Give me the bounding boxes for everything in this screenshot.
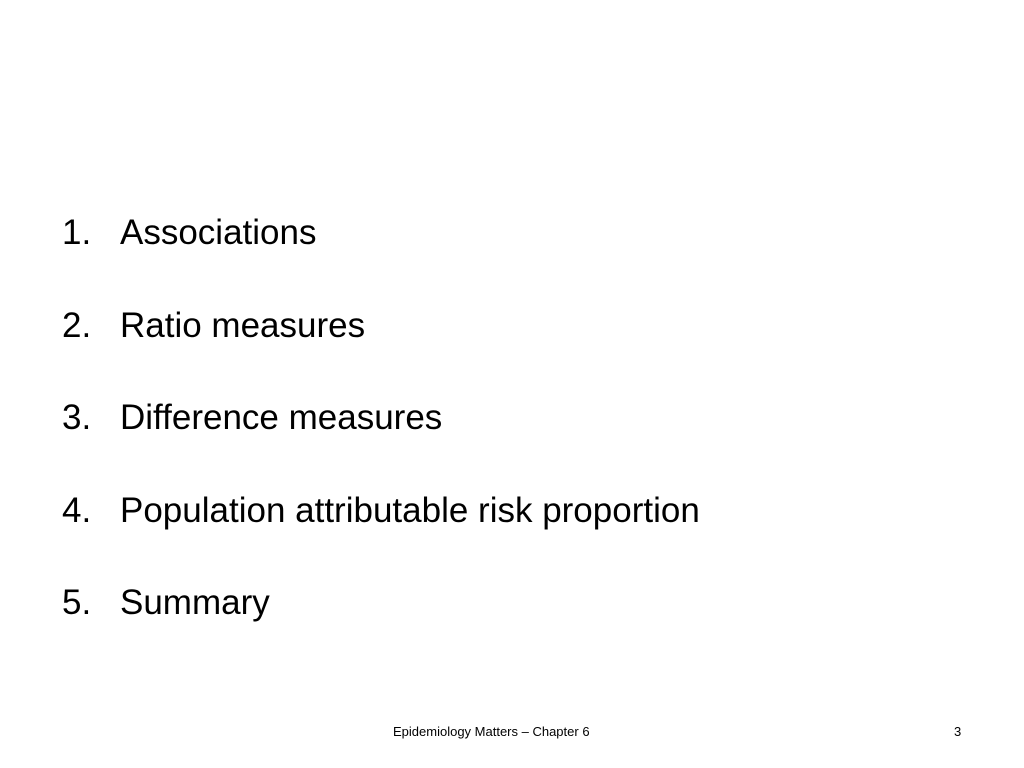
item-label: Ratio measures [120,305,366,345]
list-item: 1. Associations [62,207,700,300]
item-number: 2. [62,305,92,345]
list-item: 5. Summary [62,577,700,670]
page-number: 3 [954,724,962,739]
outline-list: 1. Associations 2. Ratio measures 3. Differ… [62,207,700,670]
list-item: 4. Population attributable risk proportio… [62,485,700,578]
item-number: 4. [62,490,92,530]
item-number: 1. [62,213,92,252]
item-label: Summary [120,583,270,622]
item-label: Population attributable risk proportion [120,490,700,530]
item-number: 5. [62,583,92,622]
list-item: 2. Ratio measures [62,300,700,393]
item-label: Difference measures [120,398,443,437]
slide-footer: Epidemiology Matters – Chapter 6 [393,724,590,739]
item-number: 3. [62,398,92,437]
list-item: 3. Difference measures [62,392,700,485]
item-label: Associations [120,213,317,252]
